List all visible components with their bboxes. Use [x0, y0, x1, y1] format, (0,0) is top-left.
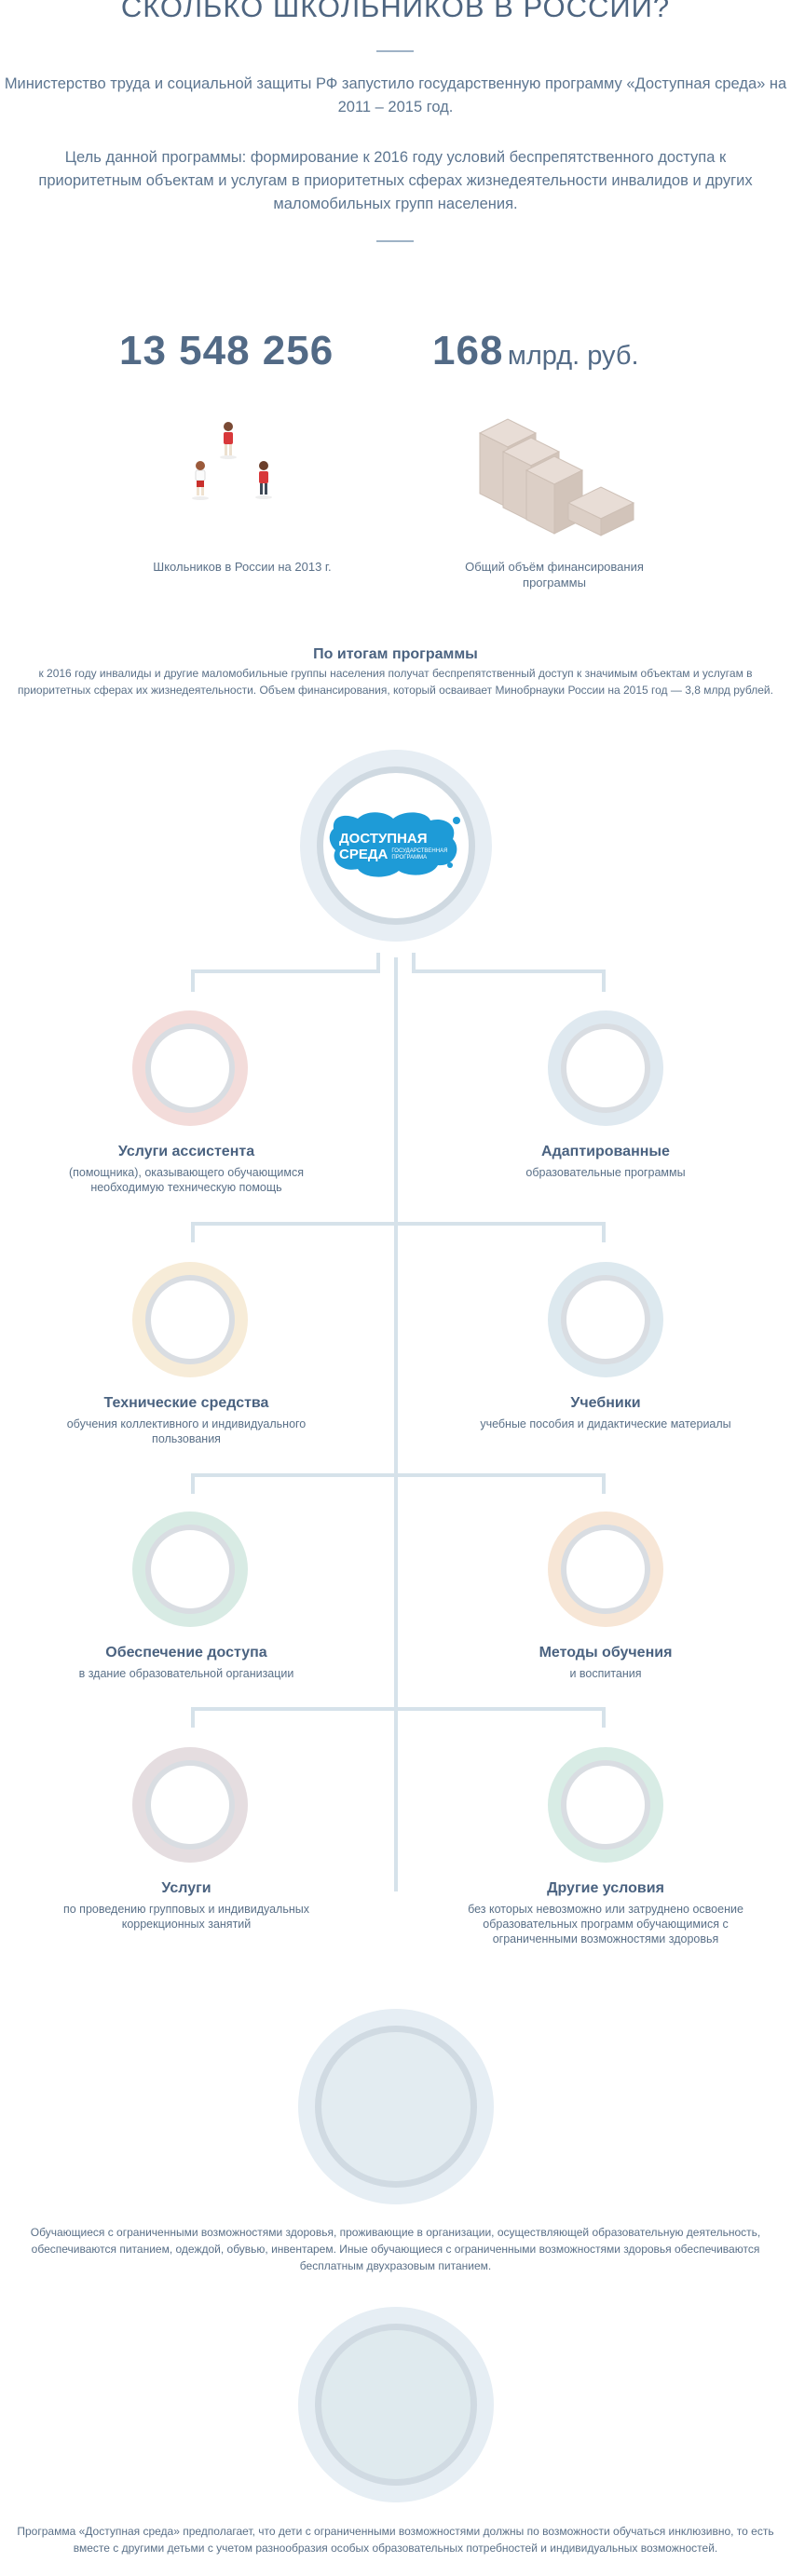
nutrition-text: Обучающиеся с ограниченными возможностям… [30, 2226, 761, 2272]
branch-line [191, 969, 195, 992]
branch-line [602, 1473, 606, 1494]
students-illustration [172, 410, 293, 522]
divider [376, 50, 414, 52]
logo-line-2: СРЕДА [339, 847, 389, 862]
branch-line [191, 1707, 195, 1728]
item-title: Услуги [161, 1880, 211, 1896]
page-title: СКОЛЬКО ШКОЛЬНИКОВ В РОССИИ? [120, 0, 671, 23]
branch-line [602, 969, 606, 992]
results-text: к 2016 году инвалиды и другие маломобиль… [18, 667, 773, 697]
item-title: Другие условия [547, 1880, 664, 1896]
item-circle-inner [145, 1024, 235, 1113]
bottom-circle-1-inner [315, 2026, 477, 2188]
logo-line-1: ДОСТУПНАЯ [339, 831, 428, 847]
funding-unit: млрд. руб. [507, 341, 639, 371]
students-caption: Школьников в России на 2013 г. [153, 560, 332, 574]
item-circle-inner [145, 1525, 235, 1614]
item-circle-inner [561, 1024, 650, 1113]
intro-paragraph-1: Министерство труда и социальной защиты Р… [4, 75, 787, 115]
branch-line [191, 1473, 195, 1494]
student-figure-icon [255, 461, 272, 499]
dostupnaya-sreda-logo [326, 806, 466, 885]
branch-line [602, 1222, 606, 1242]
item-title: Методы обучения [539, 1645, 673, 1661]
logo-sub-2: ПРОГРАММА [391, 855, 428, 861]
item-title: Услуги ассистента [117, 1144, 255, 1159]
results-title: По итогам программы [313, 646, 478, 662]
tree-trunk [394, 957, 398, 1891]
funding-value: 168 [432, 328, 504, 373]
item-desc: по проведению групповых и индивидуальных… [62, 1903, 310, 1931]
item-circle-inner [561, 1275, 650, 1364]
logo-text: ДОСТУПНАЯ СРЕДА ГОСУДАРСТВЕННАЯ ПРОГРАММ… [339, 831, 447, 862]
item-desc: учебные пособия и дидактические материал… [480, 1417, 731, 1430]
branch-line [191, 969, 380, 973]
item-desc: (помощника), оказывающего обучающимся не… [68, 1166, 305, 1194]
intro-paragraph-2: Цель данной программы: формирование к 20… [38, 149, 753, 212]
branch-line [376, 953, 380, 973]
inclusive-text: Программа «Доступная среда» предполагает… [17, 2525, 774, 2555]
item-desc: и воспитания [569, 1667, 642, 1680]
item-title: Технические средства [103, 1395, 269, 1411]
students-count: 13 548 256 [119, 328, 334, 373]
item-title: Обеспечение доступа [105, 1645, 267, 1661]
item-desc: без которых невозможно или затруднено ос… [468, 1903, 743, 1946]
branch-line [602, 1707, 606, 1728]
item-desc: образовательные программы [525, 1166, 686, 1179]
item-desc: обучения коллективного и индивидуального… [66, 1417, 307, 1445]
item-desc: в здание образовательной организации [78, 1667, 294, 1680]
branch-line [191, 1707, 606, 1711]
funding-caption: Общий объём финансирования программы [465, 560, 644, 590]
funding-amount: 168 млрд. руб. [432, 328, 639, 374]
item-circle-inner [145, 1275, 235, 1364]
branch-line [191, 1473, 606, 1477]
student-figure-icon [192, 461, 209, 500]
item-title: Учебники [570, 1395, 641, 1411]
bottom-circle-2-inner [315, 2324, 477, 2486]
branch-line [412, 969, 606, 973]
item-circle-inner [145, 1760, 235, 1850]
money-boxes-illustration [471, 405, 648, 545]
divider [376, 240, 414, 242]
student-figure-icon [220, 422, 237, 459]
branch-line [412, 953, 416, 973]
item-circle-inner [561, 1525, 650, 1614]
item-title: Адаптированные [541, 1144, 670, 1159]
item-circle-inner [561, 1760, 650, 1850]
branch-line [191, 1222, 606, 1226]
branch-line [191, 1222, 195, 1242]
logo-sub-1: ГОСУДАРСТВЕННАЯ [391, 848, 448, 854]
